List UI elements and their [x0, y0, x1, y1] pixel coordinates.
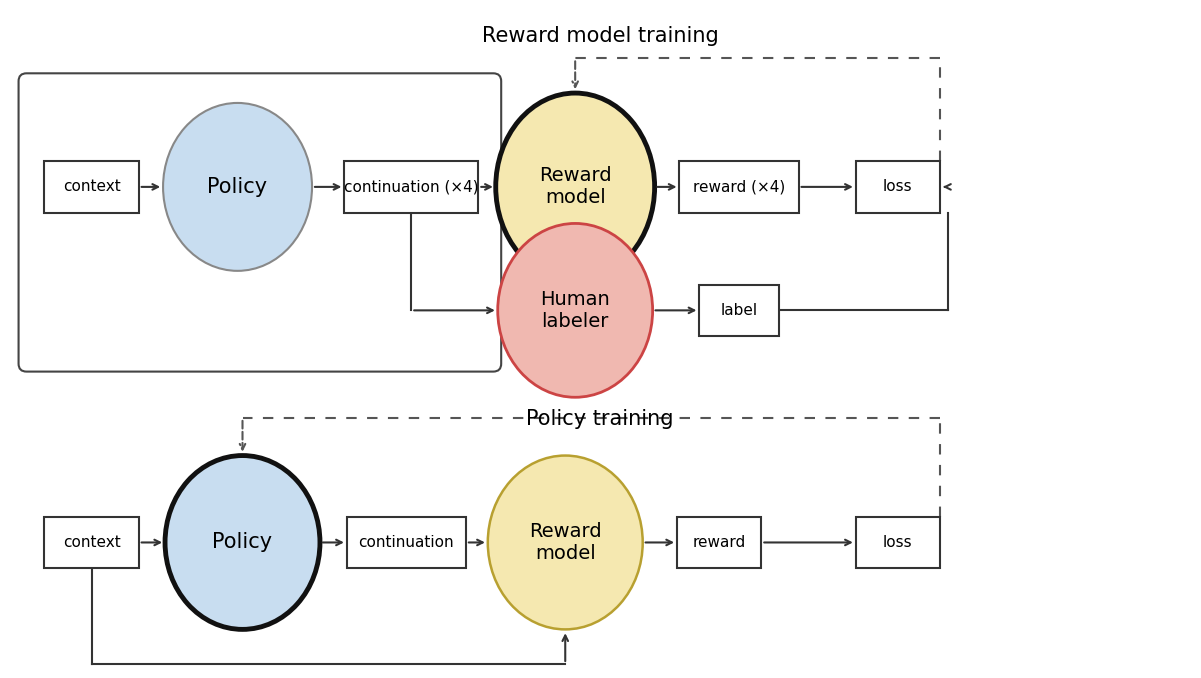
- Text: Policy: Policy: [208, 177, 268, 197]
- Text: Policy training: Policy training: [526, 409, 674, 429]
- Text: label: label: [721, 303, 758, 318]
- FancyBboxPatch shape: [345, 161, 478, 213]
- FancyBboxPatch shape: [856, 517, 940, 568]
- Text: loss: loss: [883, 535, 913, 550]
- FancyBboxPatch shape: [347, 517, 466, 568]
- Text: Policy: Policy: [213, 532, 273, 553]
- Text: continuation (×4): continuation (×4): [343, 180, 479, 195]
- Ellipse shape: [163, 103, 312, 271]
- Text: loss: loss: [883, 180, 913, 195]
- Text: Human
labeler: Human labeler: [540, 290, 610, 331]
- Ellipse shape: [488, 456, 643, 629]
- FancyBboxPatch shape: [680, 161, 799, 213]
- Text: reward: reward: [693, 535, 746, 550]
- Text: Reward
model: Reward model: [539, 166, 611, 207]
- Text: context: context: [62, 180, 120, 195]
- FancyBboxPatch shape: [677, 517, 761, 568]
- Text: continuation: continuation: [359, 535, 454, 550]
- Text: Reward model training: Reward model training: [482, 26, 718, 46]
- FancyBboxPatch shape: [856, 161, 940, 213]
- Text: context: context: [62, 535, 120, 550]
- Text: reward (×4): reward (×4): [693, 180, 785, 195]
- Text: Reward
model: Reward model: [528, 522, 602, 563]
- FancyBboxPatch shape: [44, 517, 139, 568]
- FancyBboxPatch shape: [699, 285, 778, 336]
- Ellipse shape: [496, 93, 655, 281]
- FancyBboxPatch shape: [44, 161, 139, 213]
- Ellipse shape: [165, 456, 319, 629]
- Ellipse shape: [497, 224, 652, 397]
